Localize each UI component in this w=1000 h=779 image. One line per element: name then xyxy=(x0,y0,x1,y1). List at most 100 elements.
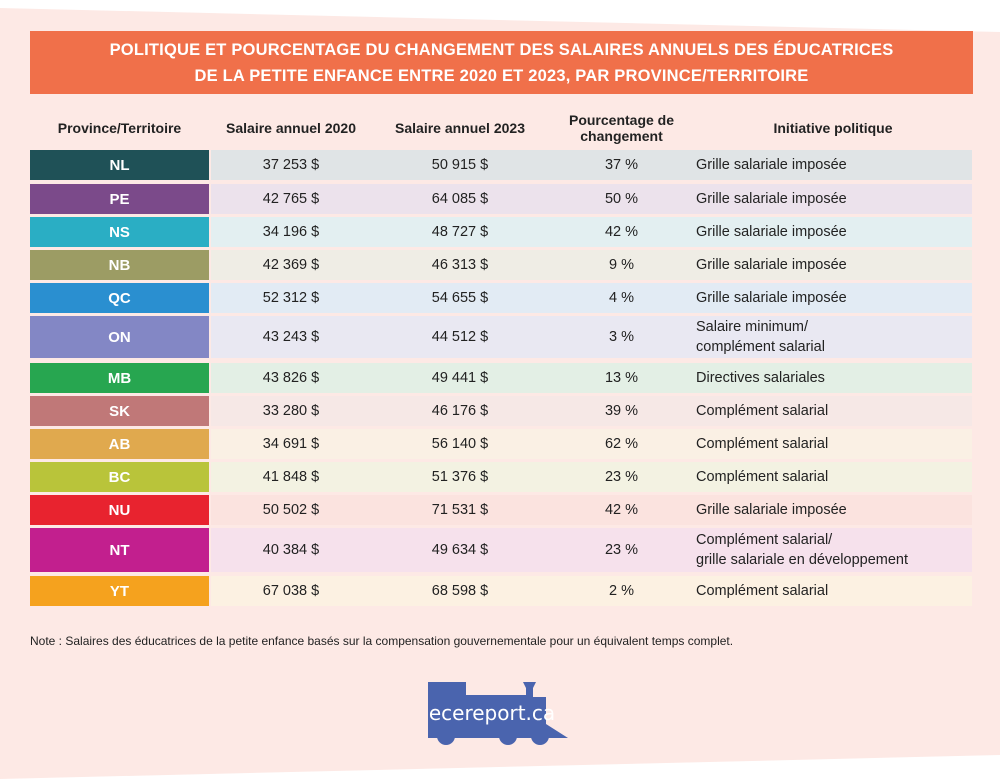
province-code: NU xyxy=(30,495,209,525)
header-percent-change: Pourcentage de changement xyxy=(549,108,694,148)
province-code: BC xyxy=(30,462,209,492)
policy-line-1: Grille salariale imposée xyxy=(696,157,847,173)
percent-change: 37 % xyxy=(604,157,639,173)
province-code: QC xyxy=(30,283,209,313)
salary-2023: 51 376 $ xyxy=(431,469,489,485)
policy-line-1: Complément salarial xyxy=(696,436,829,452)
policy-initiative: Grille salariale imposée xyxy=(694,222,972,242)
table-row: NL 37 253 $ 50 915 $ 37 % Grille salaria… xyxy=(30,150,972,180)
table-row: ON 43 243 $ 44 512 $ 3 % Salaire minimum… xyxy=(30,316,972,358)
header-percent-line-2: changement xyxy=(580,128,663,144)
province-code: NT xyxy=(30,528,209,572)
policy-initiative: Grille salariale imposée xyxy=(694,500,972,520)
policy-line-1: Directives salariales xyxy=(696,370,825,386)
row-cells: 34 691 $ 56 140 $ 62 % Complément salari… xyxy=(211,429,972,459)
salary-2020: 50 502 $ xyxy=(262,502,320,518)
salary-2023: 44 512 $ xyxy=(431,329,489,345)
province-code: SK xyxy=(30,396,209,426)
header-policy: Initiative politique xyxy=(773,120,893,136)
row-cells: 42 369 $ 46 313 $ 9 % Grille salariale i… xyxy=(211,250,972,280)
policy-initiative: Salaire minimum/complément salarial xyxy=(694,317,972,357)
policy-line-1: Grille salariale imposée xyxy=(696,290,847,306)
percent-change: 42 % xyxy=(604,224,639,240)
row-cells: 52 312 $ 54 655 $ 4 % Grille salariale i… xyxy=(211,283,972,313)
title-line-2: DE LA PETITE ENFANCE ENTRE 2020 ET 2023,… xyxy=(194,66,809,85)
percent-change: 13 % xyxy=(604,370,639,386)
salary-2020: 40 384 $ xyxy=(262,542,320,558)
salary-2020: 42 765 $ xyxy=(262,191,320,207)
salary-2020: 33 280 $ xyxy=(262,403,320,419)
policy-line-1: Complément salarial xyxy=(696,583,829,599)
percent-change: 4 % xyxy=(609,290,634,306)
row-cells: 34 196 $ 48 727 $ 42 % Grille salariale … xyxy=(211,217,972,247)
salary-2023: 64 085 $ xyxy=(431,191,489,207)
salary-2023: 48 727 $ xyxy=(431,224,489,240)
salary-2023: 49 634 $ xyxy=(431,542,489,558)
table-row: NB 42 369 $ 46 313 $ 9 % Grille salarial… xyxy=(30,250,972,280)
salary-2020: 67 038 $ xyxy=(262,583,320,599)
policy-line-1: Grille salariale imposée xyxy=(696,191,847,207)
policy-line-1: Complément salarial xyxy=(696,469,829,485)
header-percent-line-1: Pourcentage de xyxy=(568,112,675,128)
province-code: ON xyxy=(30,316,209,358)
salary-2023: 71 531 $ xyxy=(431,502,489,518)
salary-2020: 43 243 $ xyxy=(262,329,320,345)
salary-2023: 46 176 $ xyxy=(431,403,489,419)
table-row: SK 33 280 $ 46 176 $ 39 % Complément sal… xyxy=(30,396,972,426)
row-cells: 50 502 $ 71 531 $ 42 % Grille salariale … xyxy=(211,495,972,525)
header-salary-2020: Salaire annuel 2020 xyxy=(226,120,356,136)
salary-2023: 49 441 $ xyxy=(431,370,489,386)
policy-initiative: Grille salariale imposée xyxy=(694,288,972,308)
percent-change: 23 % xyxy=(604,542,639,558)
table-row: BC 41 848 $ 51 376 $ 23 % Complément sal… xyxy=(30,462,972,492)
salary-2023: 54 655 $ xyxy=(431,290,489,306)
province-code: PE xyxy=(30,184,209,214)
table-row: NS 34 196 $ 48 727 $ 42 % Grille salaria… xyxy=(30,217,972,247)
salary-2020: 37 253 $ xyxy=(262,157,320,173)
page-title: POLITIQUE ET POURCENTAGE DU CHANGEMENT D… xyxy=(30,31,973,94)
salary-2023: 68 598 $ xyxy=(431,583,489,599)
policy-initiative: Complément salarial xyxy=(694,581,972,601)
policy-line-1: Complément salarial xyxy=(696,403,829,419)
policy-initiative: Complément salarial xyxy=(694,401,972,421)
policy-initiative: Complément salarial/grille salariale en … xyxy=(694,530,972,570)
salary-2020: 34 196 $ xyxy=(262,224,320,240)
salary-2020: 42 369 $ xyxy=(262,257,320,273)
percent-change: 3 % xyxy=(609,329,634,345)
logo-text: ecereport.ca xyxy=(429,701,555,725)
percent-change: 2 % xyxy=(609,583,634,599)
table-row: NU 50 502 $ 71 531 $ 42 % Grille salaria… xyxy=(30,495,972,525)
policy-initiative: Grille salariale imposée xyxy=(694,155,972,175)
province-code: NB xyxy=(30,250,209,280)
percent-change: 39 % xyxy=(604,403,639,419)
salary-2020: 34 691 $ xyxy=(262,436,320,452)
row-cells: 41 848 $ 51 376 $ 23 % Complément salari… xyxy=(211,462,972,492)
policy-initiative: Complément salarial xyxy=(694,434,972,454)
row-cells: 42 765 $ 64 085 $ 50 % Grille salariale … xyxy=(211,184,972,214)
header-salary-2023: Salaire annuel 2023 xyxy=(395,120,525,136)
policy-line-1: Grille salariale imposée xyxy=(696,257,847,273)
salary-2023: 50 915 $ xyxy=(431,157,489,173)
row-cells: 67 038 $ 68 598 $ 2 % Complément salaria… xyxy=(211,576,972,606)
salary-2023: 56 140 $ xyxy=(431,436,489,452)
province-code: MB xyxy=(30,363,209,393)
policy-initiative: Directives salariales xyxy=(694,368,972,388)
policy-initiative: Grille salariale imposée xyxy=(694,189,972,209)
policy-line-1: Grille salariale imposée xyxy=(696,502,847,518)
policy-line-2: grille salariale en développement xyxy=(696,552,908,568)
percent-change: 23 % xyxy=(604,469,639,485)
percent-change: 9 % xyxy=(609,257,634,273)
policy-initiative: Complément salarial xyxy=(694,467,972,487)
percent-change: 50 % xyxy=(604,191,639,207)
salary-2020: 52 312 $ xyxy=(262,290,320,306)
policy-initiative: Grille salariale imposée xyxy=(694,255,972,275)
row-cells: 43 243 $ 44 512 $ 3 % Salaire minimum/co… xyxy=(211,316,972,358)
table-row: QC 52 312 $ 54 655 $ 4 % Grille salarial… xyxy=(30,283,972,313)
percent-change: 42 % xyxy=(604,502,639,518)
row-cells: 33 280 $ 46 176 $ 39 % Complément salari… xyxy=(211,396,972,426)
row-cells: 37 253 $ 50 915 $ 37 % Grille salariale … xyxy=(211,150,972,180)
table-row: AB 34 691 $ 56 140 $ 62 % Complément sal… xyxy=(30,429,972,459)
province-code: AB xyxy=(30,429,209,459)
table-row: PE 42 765 $ 64 085 $ 50 % Grille salaria… xyxy=(30,184,972,214)
